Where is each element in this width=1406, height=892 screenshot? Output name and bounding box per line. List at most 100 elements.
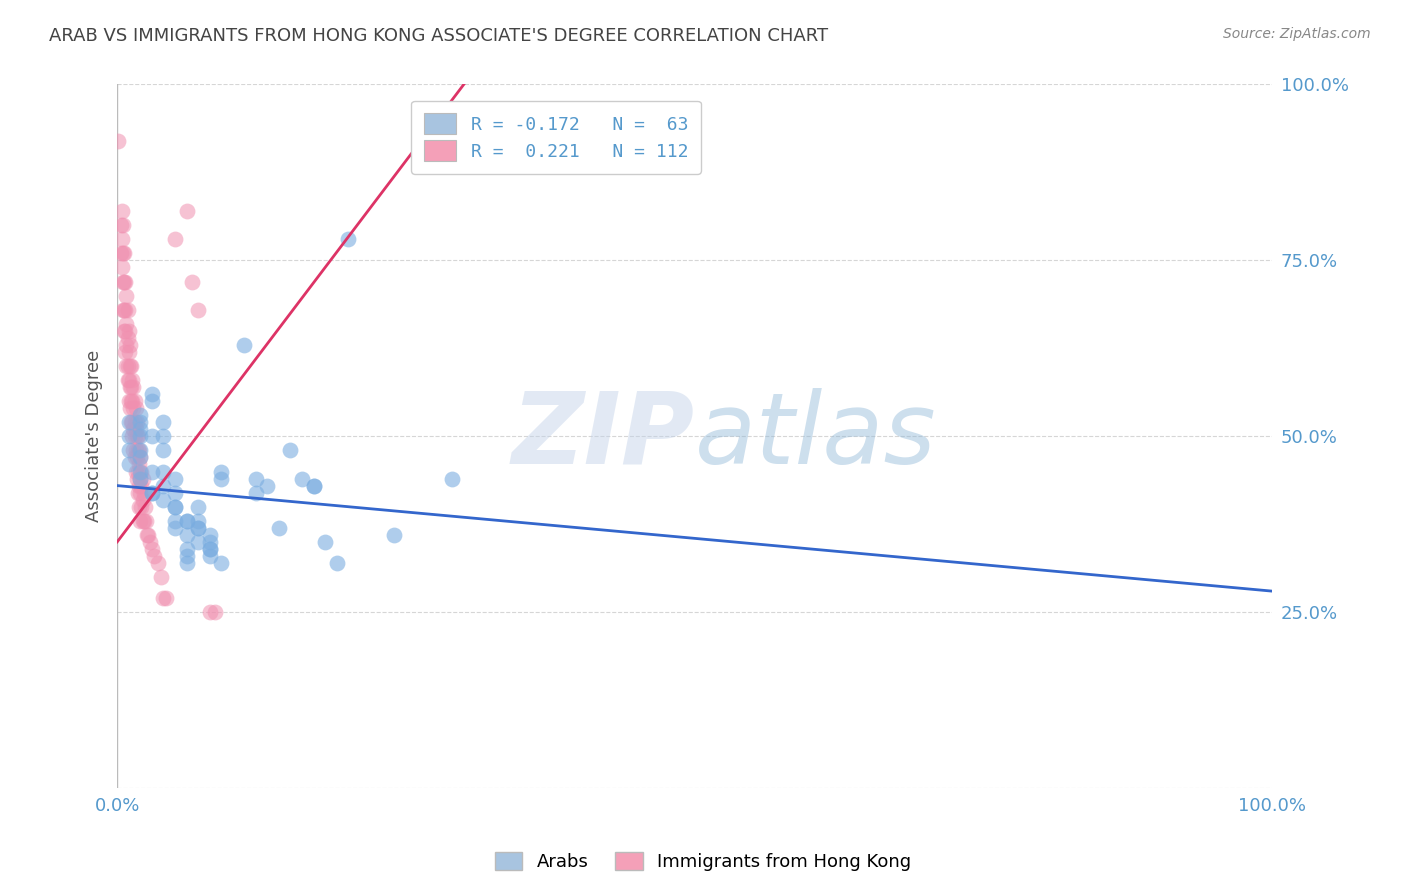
Point — [121, 394, 143, 409]
Point — [112, 275, 135, 289]
Point — [128, 478, 150, 492]
Point — [384, 528, 406, 542]
Point — [152, 492, 174, 507]
Point — [107, 134, 129, 148]
Point — [124, 422, 146, 436]
Point — [118, 324, 141, 338]
Point — [118, 443, 141, 458]
Point — [138, 535, 160, 549]
Point — [138, 528, 160, 542]
Point — [115, 317, 138, 331]
Text: atlas: atlas — [695, 388, 936, 485]
Point — [120, 394, 142, 409]
Point — [117, 373, 139, 387]
Point — [163, 500, 186, 514]
Point — [125, 415, 148, 429]
Point — [209, 556, 232, 570]
Point — [441, 472, 464, 486]
Point — [118, 373, 141, 387]
Point — [150, 570, 173, 584]
Point — [198, 549, 221, 563]
Point — [118, 338, 141, 352]
Point — [146, 556, 169, 570]
Point — [181, 275, 204, 289]
Point — [128, 443, 150, 458]
Point — [112, 324, 135, 338]
Point — [124, 401, 146, 416]
Point — [141, 485, 163, 500]
Point — [120, 359, 142, 373]
Point — [125, 472, 148, 486]
Point — [111, 232, 134, 246]
Point — [233, 338, 256, 352]
Point — [127, 485, 149, 500]
Point — [152, 415, 174, 429]
Point — [302, 478, 325, 492]
Point — [127, 429, 149, 443]
Point — [141, 485, 163, 500]
Point — [110, 246, 132, 260]
Point — [280, 443, 302, 458]
Point — [131, 478, 153, 492]
Point — [129, 514, 152, 528]
Point — [129, 415, 152, 429]
Point — [163, 485, 186, 500]
Point — [187, 514, 209, 528]
Point — [198, 528, 221, 542]
Point — [118, 380, 141, 394]
Point — [120, 415, 142, 429]
Point — [176, 204, 198, 219]
Point — [129, 472, 152, 486]
Point — [141, 394, 163, 409]
Point — [187, 521, 209, 535]
Point — [111, 275, 134, 289]
Legend: R = -0.172   N =  63, R =  0.221   N = 112: R = -0.172 N = 63, R = 0.221 N = 112 — [412, 101, 702, 174]
Point — [121, 429, 143, 443]
Point — [131, 472, 153, 486]
Point — [111, 204, 134, 219]
Point — [291, 472, 314, 486]
Point — [163, 232, 186, 246]
Point — [163, 521, 186, 535]
Point — [337, 232, 360, 246]
Point — [176, 528, 198, 542]
Y-axis label: Associate's Degree: Associate's Degree — [86, 351, 103, 523]
Point — [112, 246, 135, 260]
Point — [129, 443, 152, 458]
Point — [198, 541, 221, 556]
Point — [131, 500, 153, 514]
Point — [135, 514, 157, 528]
Point — [124, 465, 146, 479]
Point — [143, 549, 166, 563]
Point — [122, 422, 145, 436]
Point — [209, 472, 232, 486]
Point — [110, 218, 132, 232]
Text: Source: ZipAtlas.com: Source: ZipAtlas.com — [1223, 27, 1371, 41]
Point — [131, 514, 153, 528]
Point — [176, 514, 198, 528]
Point — [267, 521, 290, 535]
Point — [118, 458, 141, 472]
Text: ZIP: ZIP — [512, 388, 695, 485]
Point — [111, 302, 134, 317]
Point — [118, 344, 141, 359]
Point — [198, 605, 221, 619]
Point — [314, 535, 336, 549]
Point — [302, 478, 325, 492]
Point — [118, 401, 141, 416]
Point — [136, 528, 159, 542]
Point — [209, 465, 232, 479]
Point — [187, 535, 209, 549]
Point — [187, 500, 209, 514]
Point — [141, 541, 163, 556]
Point — [124, 415, 146, 429]
Point — [122, 401, 145, 416]
Point — [114, 275, 136, 289]
Point — [128, 500, 150, 514]
Point — [245, 472, 267, 486]
Point — [118, 415, 141, 429]
Point — [176, 549, 198, 563]
Point — [198, 541, 221, 556]
Point — [127, 443, 149, 458]
Point — [129, 450, 152, 465]
